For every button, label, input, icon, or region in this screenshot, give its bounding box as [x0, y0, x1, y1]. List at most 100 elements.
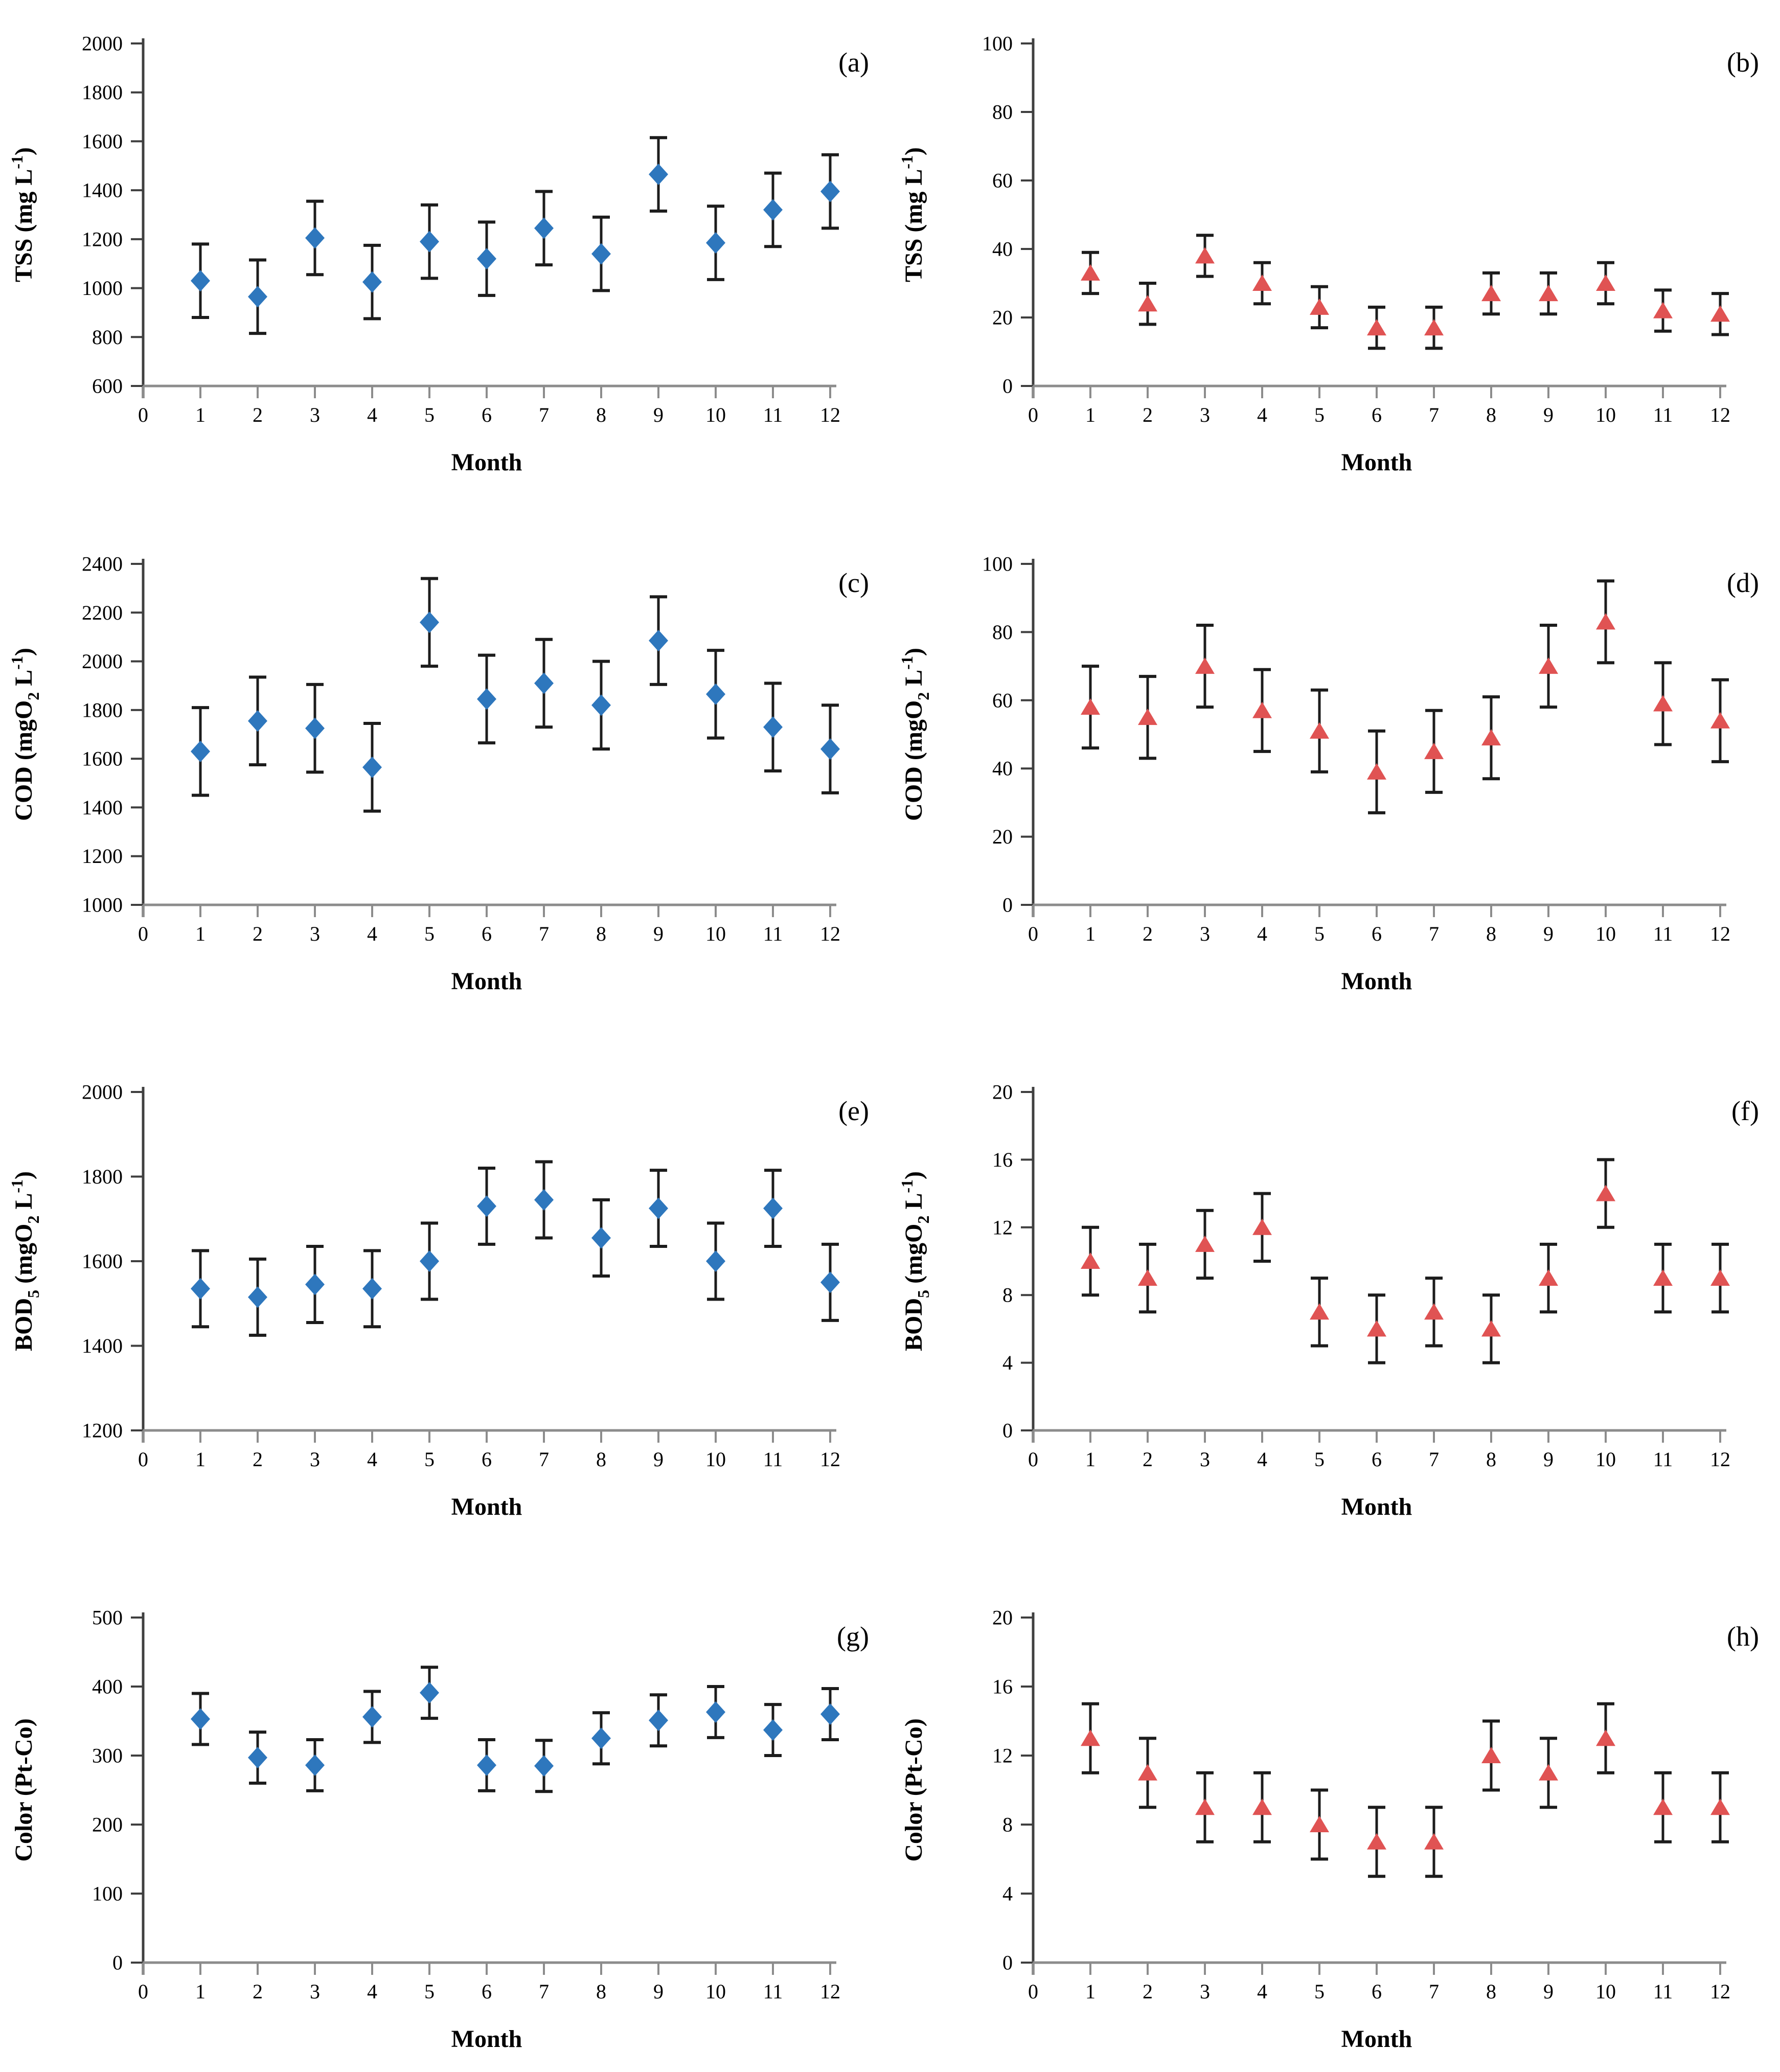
- x-tick-label: 2: [1143, 1980, 1153, 2003]
- x-tick-label: 8: [596, 1448, 606, 1471]
- data-point-marker: [1596, 1185, 1615, 1201]
- x-axis-title: Month: [451, 2025, 522, 2053]
- x-tick-label: 6: [482, 922, 492, 945]
- y-tick-label: 4: [1002, 1351, 1013, 1374]
- x-tick-label: 6: [1372, 1448, 1382, 1471]
- data-point-marker: [191, 1278, 210, 1300]
- data-point-marker: [362, 756, 382, 778]
- subplot-d: 0 20 40 60 80 100 0 1 2 3 4 5 6 7 8 9 10 11 12 Month COD (mg…: [890, 518, 1780, 1036]
- y-axis-title: TSS (mg L-1): [8, 147, 37, 282]
- x-tick-label: 10: [705, 922, 726, 945]
- y-tick-label: 1800: [82, 81, 123, 104]
- y-tick-label: 1400: [82, 179, 123, 202]
- data-point-marker: [1539, 285, 1558, 302]
- y-tick-group: 1200 1400 1600 1800 2000: [82, 1081, 143, 1442]
- y-tick-label: 2400: [82, 553, 123, 576]
- data-point-marker: [248, 710, 267, 732]
- x-tick-label: 2: [1143, 1448, 1153, 1471]
- y-tick-label: 0: [1002, 375, 1013, 398]
- y-tick-label: 300: [92, 1744, 123, 1767]
- x-tick-label: 0: [1028, 922, 1038, 945]
- data-point-marker: [1310, 1303, 1329, 1320]
- x-axis-title: Month: [1341, 2025, 1412, 2053]
- data-point-marker: [248, 1286, 267, 1308]
- y-tick-label: 8: [1002, 1813, 1013, 1836]
- x-tick-label: 3: [1200, 922, 1210, 945]
- data-point-marker: [534, 1189, 554, 1211]
- x-tick-label: 8: [596, 1980, 606, 2003]
- y-tick-label: 100: [982, 553, 1013, 576]
- y-tick-label: 1800: [82, 698, 123, 721]
- y-tick-group: 0 100 200 300 400 500: [92, 1606, 143, 1974]
- data-point-marker: [591, 1227, 611, 1249]
- x-tick-group: 0 1 2 3 4 5 6 7 8 9 10 11 12: [138, 905, 840, 945]
- x-tick-label: 0: [138, 922, 148, 945]
- data-series: [191, 1160, 840, 1337]
- y-tick-label: 80: [992, 101, 1013, 124]
- data-point-marker: [706, 1250, 725, 1272]
- data-point-marker: [420, 231, 439, 253]
- x-tick-label: 7: [539, 1980, 549, 2003]
- y-axis-title: COD (mgO2 L-1): [8, 648, 42, 821]
- data-point-marker: [1138, 709, 1157, 725]
- panel-letter: (d): [1727, 567, 1759, 598]
- data-point-marker: [191, 1708, 210, 1730]
- data-point-marker: [477, 1754, 496, 1776]
- data-point-marker: [420, 611, 439, 633]
- data-point-marker: [1252, 701, 1272, 718]
- x-tick-label: 0: [1028, 403, 1038, 426]
- x-tick-label: 7: [539, 1448, 549, 1471]
- y-axis-title: TSS (mg L-1): [898, 147, 927, 282]
- subplot-e: 1200 1400 1600 1800 2000 0 1 2 3 4 5 6 7 8 9 10 11 12 Mont…: [0, 1036, 890, 1554]
- data-point-marker: [1310, 722, 1329, 739]
- x-tick-group: 0 1 2 3 4 5 6 7 8 9 10 11 12: [1028, 386, 1730, 426]
- y-tick-label: 1200: [82, 1419, 123, 1442]
- x-tick-label: 12: [820, 403, 840, 426]
- y-tick-label: 0: [1002, 1951, 1013, 1974]
- data-point-marker: [1367, 1320, 1386, 1337]
- x-tick-label: 4: [1257, 403, 1267, 426]
- x-tick-label: 3: [1200, 403, 1210, 426]
- x-tick-label: 12: [820, 922, 840, 945]
- y-tick-label: 20: [992, 1081, 1013, 1104]
- y-tick-label: 0: [1002, 894, 1013, 917]
- panel-letter: (e): [838, 1096, 869, 1126]
- data-point-marker: [649, 1197, 668, 1219]
- x-tick-label: 0: [1028, 1980, 1038, 2003]
- x-tick-label: 3: [1200, 1980, 1210, 2003]
- y-tick-label: 1600: [82, 747, 123, 770]
- x-tick-label: 11: [763, 1448, 783, 1471]
- x-tick-label: 0: [138, 1448, 148, 1471]
- x-tick-label: 3: [310, 403, 320, 426]
- y-tick-group: 1000 1200 1400 1600 1800 2000 2200 2400: [82, 553, 143, 917]
- y-tick-label: 100: [982, 32, 1013, 55]
- x-tick-label: 11: [1653, 1448, 1673, 1471]
- y-tick-label: 40: [992, 238, 1013, 261]
- data-point-marker: [1710, 1269, 1730, 1286]
- x-axis-title: Month: [451, 968, 522, 995]
- data-point-marker: [1710, 712, 1730, 728]
- panel-letter: (g): [837, 1621, 869, 1652]
- data-point-marker: [820, 180, 840, 202]
- data-point-marker: [1367, 763, 1386, 780]
- x-tick-label: 1: [1085, 1980, 1096, 2003]
- x-tick-label: 9: [1543, 922, 1554, 945]
- x-tick-label: 11: [1653, 1980, 1673, 2003]
- data-point-marker: [1252, 1798, 1272, 1815]
- data-point-marker: [1367, 1833, 1386, 1850]
- data-point-marker: [362, 271, 382, 293]
- x-tick-label: 5: [424, 1448, 435, 1471]
- data-point-marker: [1653, 1798, 1673, 1815]
- y-tick-label: 2000: [82, 650, 123, 673]
- panel-letter: (c): [838, 567, 869, 598]
- data-point-marker: [1596, 1729, 1615, 1746]
- y-tick-label: 12: [992, 1744, 1013, 1767]
- x-tick-label: 7: [1429, 922, 1439, 945]
- x-tick-group: 0 1 2 3 4 5 6 7 8 9 10 11 12: [138, 1430, 840, 1471]
- x-tick-label: 5: [1314, 922, 1325, 945]
- x-tick-label: 1: [195, 1980, 206, 2003]
- x-tick-label: 12: [820, 1448, 840, 1471]
